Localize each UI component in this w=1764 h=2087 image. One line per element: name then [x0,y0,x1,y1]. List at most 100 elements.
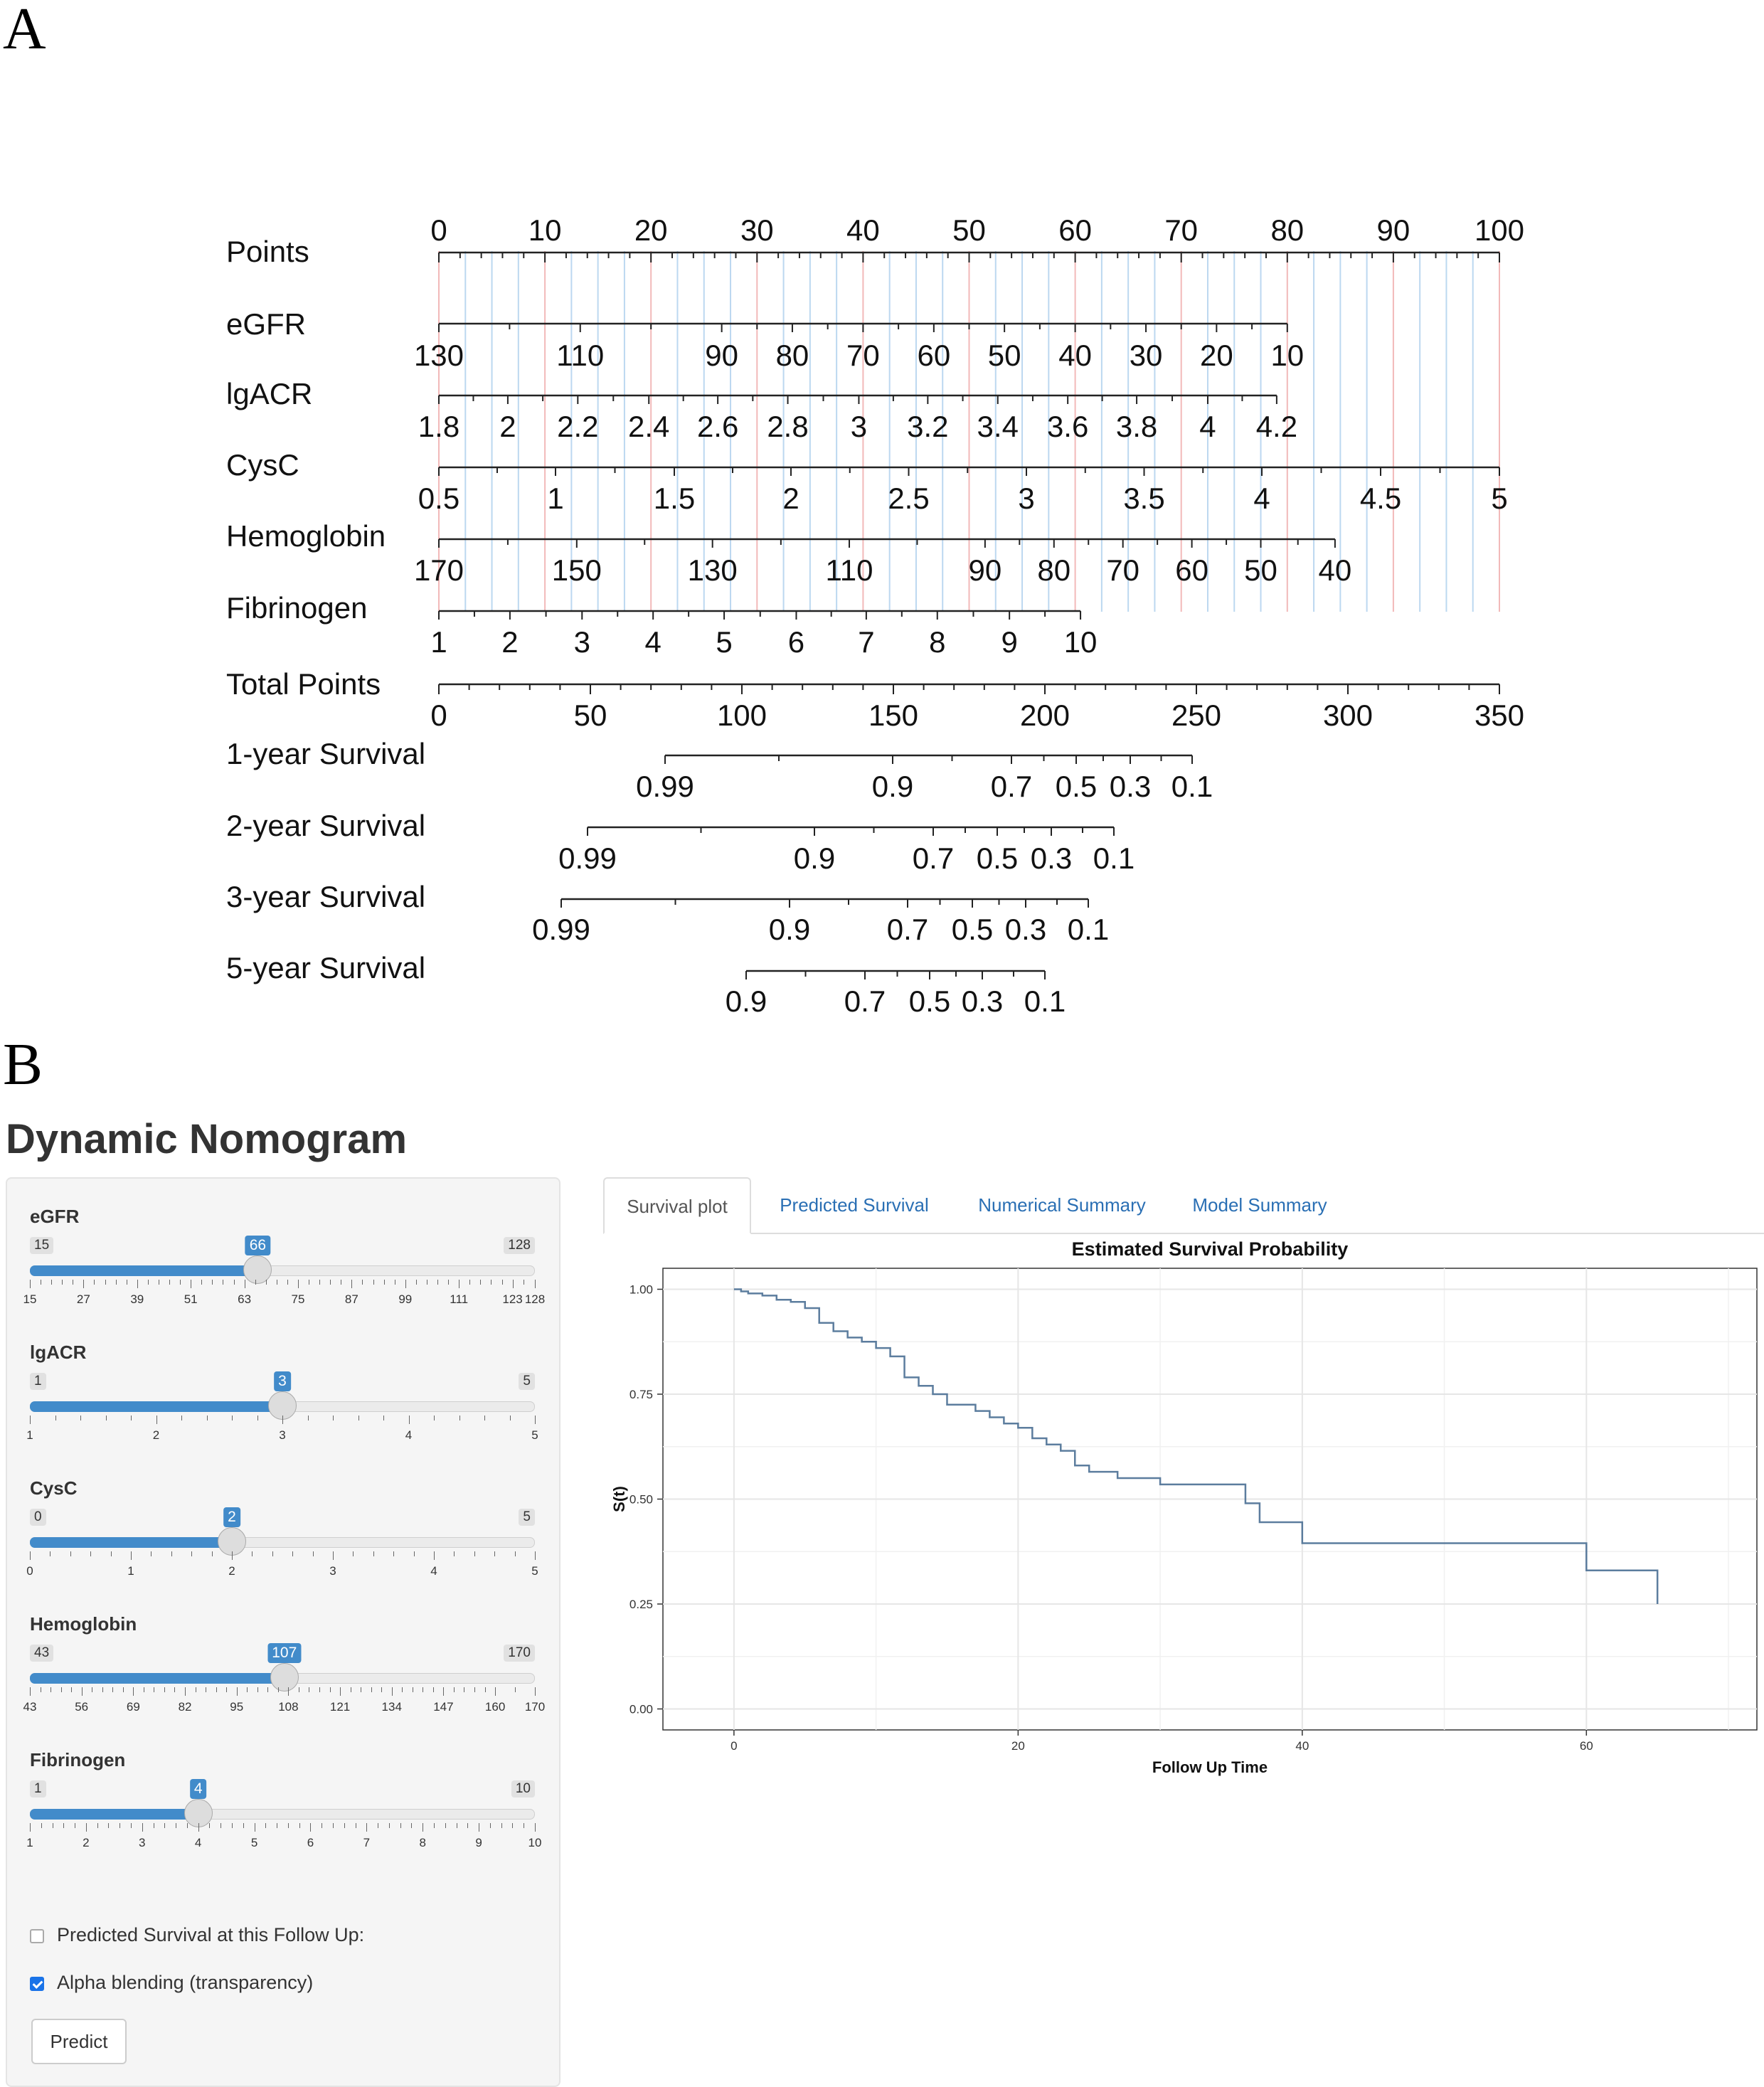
nomogram-tick-label: 2.4 [628,410,669,443]
slider-minor-tick [94,1280,95,1285]
slider-max-badge: 128 [504,1237,535,1254]
slider-tick-label: 43 [23,1700,37,1714]
slider-minor-tick [119,1823,121,1828]
nomogram-tick-label: 0.9 [769,913,810,946]
nomogram-tick-label: 100 [1475,213,1524,247]
slider-minor-tick [474,1551,475,1556]
slider-minor-tick [515,1687,516,1692]
slider-max-badge: 5 [519,1373,535,1390]
nomogram-tick-label: 8 [929,625,945,659]
nomogram-tick-label: 200 [1020,699,1070,732]
slider-tick-label: 5 [531,1564,538,1578]
slider-minor-tick [489,1823,491,1828]
slider-handle[interactable] [184,1799,213,1827]
slider-minor-tick [216,1687,217,1692]
slider-handle[interactable] [268,1391,297,1420]
nomogram-tick-label: 0.3 [1031,841,1072,875]
slider-minor-tick [494,1551,496,1556]
slider-minor-tick [169,1280,171,1285]
slider-minor-tick [277,1687,279,1692]
slider-minor-tick [63,1823,65,1828]
slider-tick-label: 75 [291,1292,305,1306]
tab-predicted-survival[interactable]: Predicted Survival [780,1194,929,1216]
x-tick-label: 60 [1580,1739,1593,1753]
slider-tick [30,1687,31,1696]
slider-tick-label: 5 [531,1428,538,1442]
y-axis-label: S(t) [610,1486,628,1512]
slider-minor-tick [105,1416,107,1420]
slider-value-badge: 107 [267,1643,302,1663]
slider-tick-label: 8 [419,1836,426,1849]
tab-survival-plot[interactable]: Survival plot [603,1177,751,1234]
slider-minor-tick [206,1416,208,1420]
slider-tick [142,1823,143,1832]
slider-tick-label: 3 [139,1836,146,1849]
slider-minor-tick [70,1551,71,1556]
slider-minor-tick [362,1280,363,1285]
nomogram-tick-label: 20 [634,213,668,247]
slider-cysc[interactable]: CysC 0 5 2 0 1 2 3 4 5 [26,1477,538,1598]
slider-fill [30,1265,258,1276]
slider-minor-tick [319,1280,321,1285]
nomogram-tick-label: 4.2 [1256,410,1297,443]
followup-checkbox[interactable]: Predicted Survival at this Follow Up: [30,1924,364,1946]
slider-minor-tick [402,1687,403,1692]
slider-handle[interactable] [218,1527,246,1556]
chart-title: Estimated Survival Probability [1072,1238,1349,1260]
predict-button[interactable]: Predict [31,2019,127,2064]
slider-tick-label: 128 [524,1292,546,1306]
nomogram-tick-label: 110 [556,339,604,372]
alpha-checkbox-box[interactable] [30,1977,44,1991]
followup-checkbox-box[interactable] [30,1929,44,1943]
slider-tick-label: 3 [279,1428,286,1442]
nomogram-tick-label: 1.8 [418,410,459,443]
slider-hemoglobin[interactable]: Hemoglobin 43 170 107 43 56 69 82 95 108 121 134 147… [23,1613,546,1734]
tab-bar: Survival plot Predicted Survival Numeric… [603,1177,1764,1234]
slider-tick-label: 3 [329,1564,336,1578]
slider-tick-label: 170 [524,1700,546,1714]
slider-tick [198,1823,199,1832]
slider-minor-tick [102,1687,103,1692]
slider-tick [535,1280,536,1288]
slider-egfr[interactable]: eGFR 15 128 66 15 27 39 51 63 75 87 99 111 123 128 [23,1206,546,1327]
slider-minor-tick [174,1687,176,1692]
slider-minor-tick [265,1280,267,1285]
slider-tick [535,1687,536,1696]
slider-handle[interactable] [243,1255,272,1284]
nomogram-row-label: eGFR [226,307,306,341]
nomogram-tick-label: 130 [414,339,464,372]
nomogram-tick-label: 0.5 [418,482,459,515]
slider-minor-tick [97,1823,98,1828]
slider-minor-tick [247,1687,248,1692]
slider-tick-label: 15 [23,1292,37,1306]
nomogram-tick-label: 1 [430,625,447,659]
slider-fibrinogen[interactable]: Fibrinogen 1 10 4 1 2 3 4 5 6 7 8 9 10 [26,1749,541,1870]
tab-model-summary[interactable]: Model Summary [1192,1194,1327,1216]
tab-numerical-summary[interactable]: Numerical Summary [978,1194,1146,1216]
alpha-checkbox[interactable]: Alpha blending (transparency) [30,1972,313,1994]
nomogram-tick-label: 30 [740,213,774,247]
slider-tick-label: 51 [184,1292,198,1306]
slider-lgacr[interactable]: lgACR 1 5 3 1 2 3 4 5 [26,1342,538,1462]
slider-tick-label: 4 [430,1564,437,1578]
slider-tick [185,1687,186,1696]
slider-tick [333,1551,334,1560]
nomogram-tick-label: 3.4 [977,410,1019,443]
slider-value-badge: 66 [245,1236,271,1255]
nomogram-tick-label: 0.1 [1068,913,1109,946]
slider-tick-label: 134 [381,1700,402,1714]
nomogram-row-label: 1-year Survival [226,737,425,770]
slider-minor-tick [105,1280,106,1285]
nomogram-tick-label: 0.5 [1056,770,1097,803]
nomogram-tick-label: 0.99 [532,913,590,946]
nomogram-tick-label: 10 [528,213,562,247]
slider-tick [340,1687,341,1696]
slider-tick-label: 27 [76,1292,90,1306]
slider-minor-tick [226,1687,228,1692]
slider-tick-label: 123 [502,1292,523,1306]
slider-max-badge: 5 [519,1509,535,1526]
slider-tick [236,1687,238,1696]
slider-minor-tick [287,1280,288,1285]
slider-handle[interactable] [270,1663,299,1692]
slider-tick [535,1416,536,1424]
